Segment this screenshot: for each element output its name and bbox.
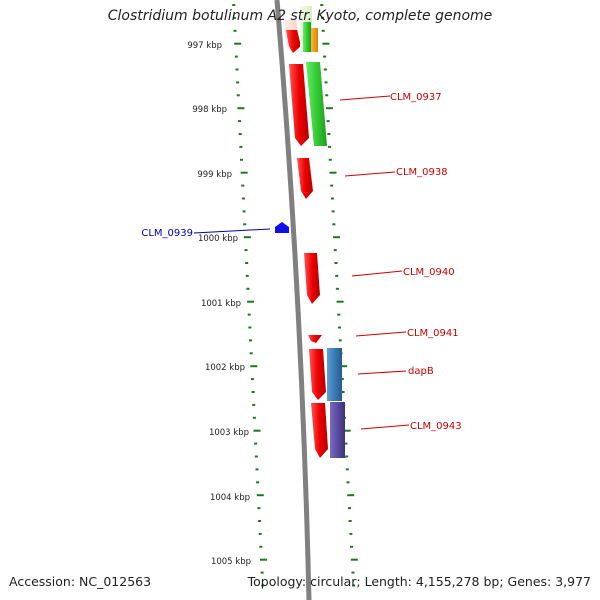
leader-line [339, 95, 391, 101]
scale-label: 1001 kbp [201, 299, 241, 309]
leader-line [344, 171, 396, 177]
cog-feature[interactable] [303, 22, 311, 52]
scale-label: 1002 kbp [205, 363, 245, 373]
scale-ticks [232, 4, 267, 587]
cds-arrow[interactable] [289, 64, 309, 146]
map-title: Clostridium botulinum A2 str. Kyoto, com… [107, 8, 493, 24]
gene-label[interactable]: CLM_0941 [407, 328, 459, 339]
gene-label[interactable]: CLM_0937 [390, 92, 442, 103]
cds-arrow[interactable] [309, 349, 326, 400]
gene-labels: CLM_0937 CLM_0938 CLM_0939 CLM_0940 CLM_… [141, 92, 461, 432]
gene-label[interactable]: CLM_0940 [403, 267, 455, 278]
cds-arrow[interactable] [311, 403, 328, 458]
label-leaders [193, 95, 410, 430]
scale-label: 1000 kbp [198, 234, 238, 244]
topology-text: Topology: circular; Length: 4,155,278 bp… [247, 574, 591, 589]
gene-label[interactable]: CLM_0938 [396, 167, 448, 178]
cds-arrow[interactable] [304, 253, 320, 304]
cog-feature[interactable] [330, 402, 345, 458]
gene-label[interactable]: dapB [408, 366, 434, 377]
leader-line [355, 331, 407, 337]
cds-features [275, 20, 328, 458]
leader-line [360, 424, 410, 430]
scale-label: 1004 kbp [210, 493, 250, 503]
leader-line [357, 370, 407, 375]
cds-arrow[interactable] [297, 158, 313, 199]
leader-line [351, 270, 403, 277]
cog-features [300, 6, 345, 458]
scale-label: 999 kbp [197, 170, 232, 180]
cog-feature[interactable] [311, 28, 318, 52]
gene-label[interactable]: CLM_0939 [141, 228, 193, 239]
cog-feature[interactable] [327, 348, 342, 401]
cds-arrow[interactable] [286, 30, 301, 53]
cds-arrow[interactable] [308, 335, 322, 343]
scale-label: 997 kbp [187, 41, 222, 51]
scale-label: 1003 kbp [209, 428, 249, 438]
gene-label[interactable]: CLM_0943 [410, 421, 462, 432]
cog-feature[interactable] [306, 62, 327, 146]
scale-label: 998 kbp [192, 105, 227, 115]
scale-labels: 997 kbp 998 kbp 999 kbp 1000 kbp 1001 kb… [187, 41, 251, 567]
outer-ticks [320, 4, 358, 587]
genome-backbone [274, 0, 312, 600]
scale-label: 1005 kbp [211, 557, 251, 567]
cds-arrow-forward[interactable] [275, 222, 289, 233]
accession-text: Accession: NC_012563 [9, 574, 152, 589]
leader-line [193, 228, 271, 234]
